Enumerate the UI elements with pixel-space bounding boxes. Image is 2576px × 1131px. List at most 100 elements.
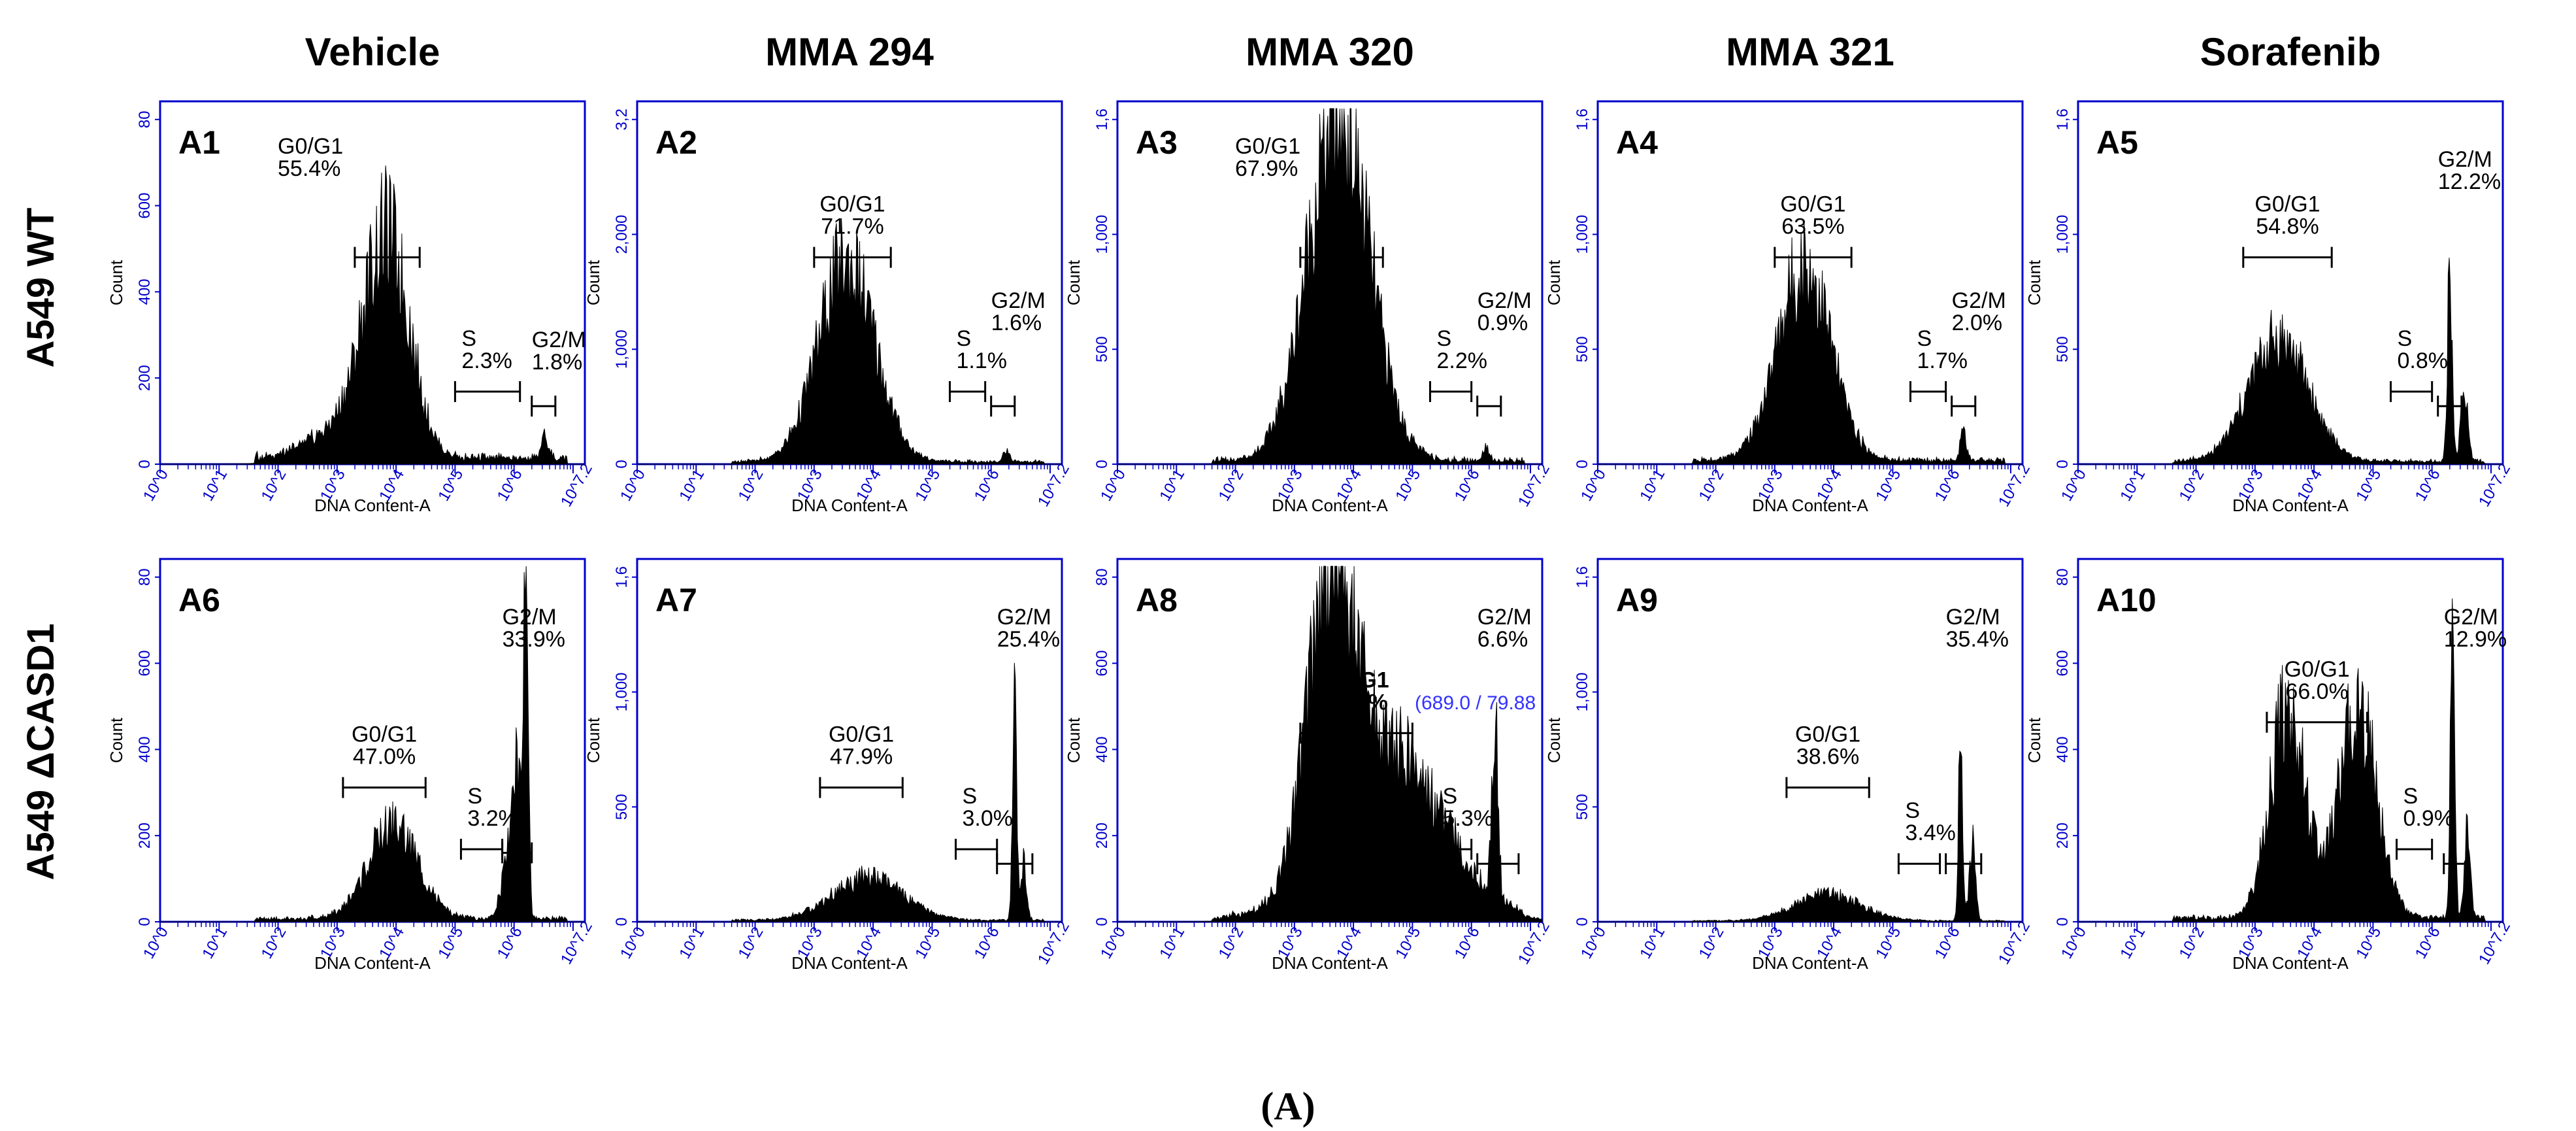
y-tick-label: 0 xyxy=(1574,917,1591,926)
y-tick-label: 1,000 xyxy=(1093,214,1111,254)
gate-s: S2.2% xyxy=(1428,326,1487,402)
x-tick-label: 10^5 xyxy=(912,466,944,504)
y-tick-label: 0 xyxy=(1093,917,1111,926)
x-tick-label: 10^5 xyxy=(1872,466,1904,504)
x-tick-label: 10^0 xyxy=(1577,924,1610,962)
x-tick-label: 10^7.2 xyxy=(2475,461,2514,510)
y-tick-label: 0 xyxy=(1574,460,1591,468)
gate-value: 2.0% xyxy=(1952,311,2003,335)
y-tick-label: 1,000 xyxy=(1574,214,1591,254)
x-tick-label: 10^5 xyxy=(1392,924,1424,962)
row-label-wt: A549 WT xyxy=(20,208,62,368)
gate-s: S1.1% xyxy=(948,326,1007,402)
x-axis-label: DNA Content-A xyxy=(791,953,908,973)
gate-label: G0/G1 xyxy=(2285,657,2350,682)
x-tick-label: 10^2 xyxy=(735,466,767,504)
gate-value: 0.8% xyxy=(2397,348,2448,373)
x-tick-label: 10^0 xyxy=(2058,466,2090,504)
histogram-series xyxy=(1598,223,2023,465)
x-tick-label: 10^1 xyxy=(199,924,231,962)
gate-label: G2/M xyxy=(1478,288,1532,313)
gate-value: 63.5% xyxy=(1781,214,1844,239)
x-tick-label: 10^2 xyxy=(1696,924,1728,962)
gate-label: G0/G1 xyxy=(1324,667,1389,692)
histogram-series xyxy=(160,566,585,922)
y-tick-label: 1,000 xyxy=(1574,672,1591,711)
gate-g2-m: G2/M35.4% xyxy=(1945,605,2009,875)
gate-label: G0/G1 xyxy=(1235,134,1300,159)
x-tick-label: 10^6 xyxy=(971,924,1003,962)
y-tick-label: 1,6 xyxy=(613,566,631,588)
gate-label: G2/M xyxy=(532,328,586,352)
y-tick-label: 2,000 xyxy=(613,214,631,254)
gate-label: S xyxy=(956,326,971,351)
y-tick-label: 3,2 xyxy=(613,109,631,130)
x-tick-label: 10^6 xyxy=(1932,466,1964,504)
column-title-5: Sorafenib xyxy=(2200,30,2381,74)
x-tick-label: 10^5 xyxy=(1392,466,1424,504)
x-tick-label: 10^7.2 xyxy=(557,919,596,968)
gate-label: G2/M xyxy=(1952,288,2006,313)
gate-value: 33.9% xyxy=(503,627,565,652)
y-tick-label: 0 xyxy=(1093,460,1111,468)
plot-frame xyxy=(1596,558,2024,923)
overlay-readout: (689.0 / 79.88 xyxy=(1415,692,1536,714)
gate-label: G2/M xyxy=(991,288,1046,313)
y-axis-label: Count xyxy=(2024,260,2044,305)
panel-label: A5 xyxy=(2096,124,2138,161)
y-axis-label: Count xyxy=(107,717,126,763)
panel-label: A4 xyxy=(1616,124,1658,161)
x-tick-label: 10^0 xyxy=(1097,924,1129,962)
gate-value: 2.2% xyxy=(1436,348,1487,373)
y-tick-label: 0 xyxy=(136,460,154,468)
x-tick-label: 10^1 xyxy=(199,466,231,504)
y-tick-label: 80 xyxy=(136,568,154,586)
gate-g2-m: G2/M0.9% xyxy=(1476,288,1532,417)
gate-s: S3.0% xyxy=(955,784,1014,860)
x-tick-label: 10^2 xyxy=(2176,924,2208,962)
x-tick-label: 10^0 xyxy=(140,466,172,504)
y-axis-label: Count xyxy=(584,260,603,305)
gate-label: G2/M xyxy=(2438,147,2492,172)
histogram-series xyxy=(637,218,1062,465)
x-tick-label: 10^1 xyxy=(1156,924,1188,962)
x-tick-label: 10^0 xyxy=(140,924,172,962)
x-tick-label: 10^6 xyxy=(971,466,1003,504)
y-tick-label: 600 xyxy=(136,650,154,677)
gate-s: S1.7% xyxy=(1909,326,1968,402)
y-tick-label: 400 xyxy=(1093,736,1111,762)
gate-value: 25.4% xyxy=(997,627,1060,652)
gate-label: G0/G1 xyxy=(2254,192,2320,217)
y-tick-label: 80 xyxy=(136,110,154,128)
gate-value: 0.9% xyxy=(1478,311,1528,335)
y-tick-label: 1,000 xyxy=(613,672,631,711)
x-tick-label: 10^5 xyxy=(435,924,467,962)
y-tick-label: 1,6 xyxy=(1093,109,1111,130)
x-tick-label: 10^1 xyxy=(1156,466,1188,504)
gate-label: S xyxy=(963,784,978,809)
gate-label: S xyxy=(1917,326,1932,351)
gate-value: 38.6% xyxy=(1796,745,1859,769)
y-axis-label: Count xyxy=(1544,717,1564,763)
column-title-2: MMA 294 xyxy=(765,30,934,74)
y-tick-label: 1,6 xyxy=(2054,109,2072,130)
y-tick-label: 500 xyxy=(1093,336,1111,362)
gate-value: 3.0% xyxy=(963,806,1014,831)
x-tick-label: 10^5 xyxy=(1872,924,1904,962)
gate-s: S3.4% xyxy=(1897,798,1956,875)
y-axis-label: Count xyxy=(2024,717,2044,763)
gate-label: G0/G1 xyxy=(829,722,894,747)
row-label-casd1: A549 ΔCASD1 xyxy=(20,623,62,880)
y-tick-label: 400 xyxy=(136,736,154,762)
gate-label: G2/M xyxy=(2444,605,2498,630)
gate-value: 12.9% xyxy=(2444,627,2507,652)
gate-label: G0/G1 xyxy=(1795,722,1860,747)
x-tick-label: 10^7.2 xyxy=(1515,919,1553,968)
